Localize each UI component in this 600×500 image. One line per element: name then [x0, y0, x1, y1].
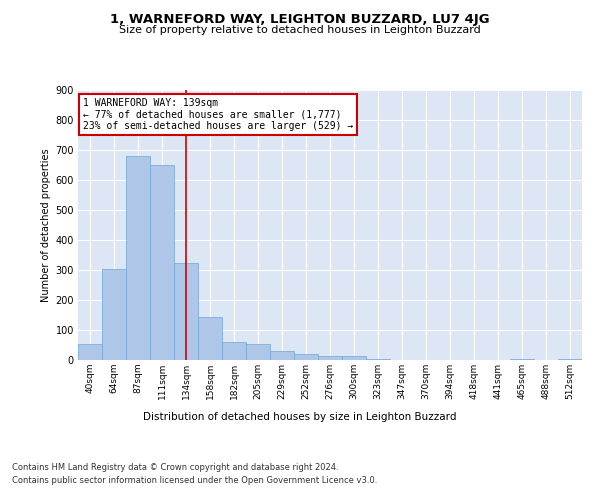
Bar	[78, 344, 102, 360]
Bar	[222, 342, 246, 360]
Text: Size of property relative to detached houses in Leighton Buzzard: Size of property relative to detached ho…	[119, 25, 481, 35]
Bar	[102, 268, 126, 360]
Bar	[318, 356, 342, 360]
Text: 1 WARNEFORD WAY: 139sqm
← 77% of detached houses are smaller (1,777)
23% of semi: 1 WARNEFORD WAY: 139sqm ← 77% of detache…	[83, 98, 353, 132]
Text: Contains public sector information licensed under the Open Government Licence v3: Contains public sector information licen…	[12, 476, 377, 485]
Text: Contains HM Land Registry data © Crown copyright and database right 2024.: Contains HM Land Registry data © Crown c…	[12, 462, 338, 471]
Bar	[198, 316, 222, 360]
Bar	[342, 356, 366, 360]
Y-axis label: Number of detached properties: Number of detached properties	[41, 148, 51, 302]
Text: Distribution of detached houses by size in Leighton Buzzard: Distribution of detached houses by size …	[143, 412, 457, 422]
Bar	[270, 351, 294, 360]
Bar	[366, 358, 390, 360]
Bar	[294, 354, 318, 360]
Text: 1, WARNEFORD WAY, LEIGHTON BUZZARD, LU7 4JG: 1, WARNEFORD WAY, LEIGHTON BUZZARD, LU7 …	[110, 12, 490, 26]
Bar	[126, 156, 150, 360]
Bar	[510, 358, 534, 360]
Bar	[558, 358, 582, 360]
Bar	[174, 262, 198, 360]
Bar	[150, 165, 174, 360]
Bar	[246, 344, 270, 360]
